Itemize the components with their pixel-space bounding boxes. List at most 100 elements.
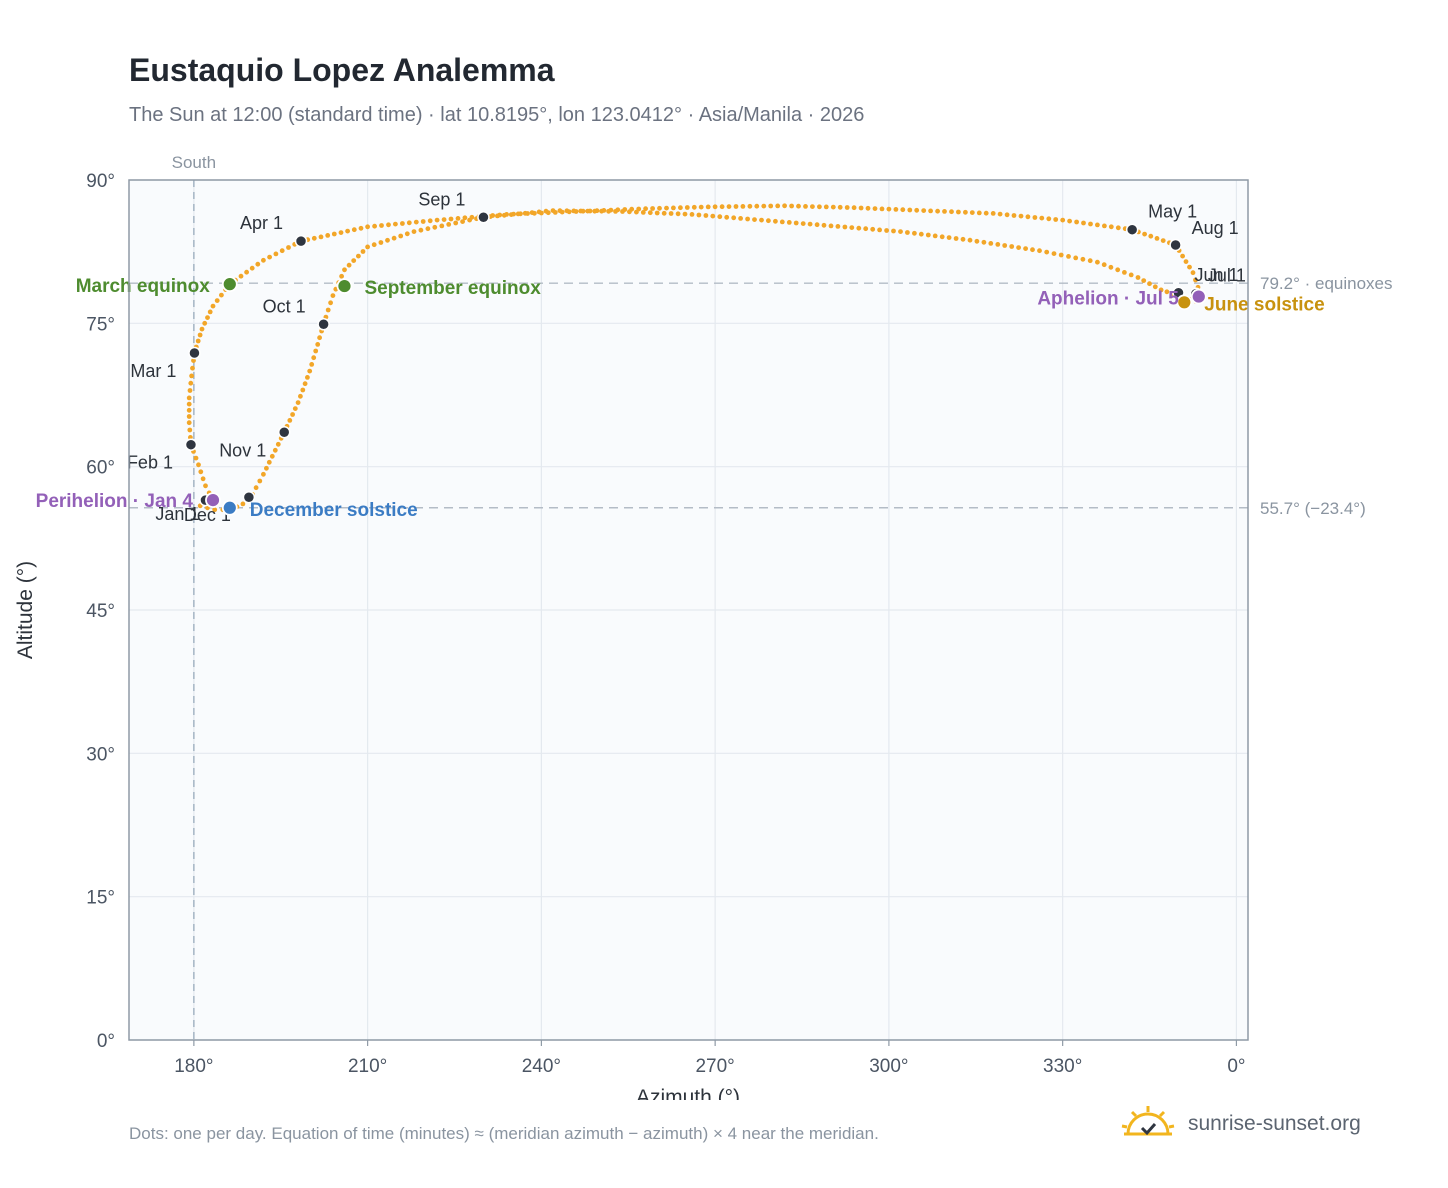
daily-dot xyxy=(640,210,646,215)
reference-lines: South 79.2° · equinoxes 55.7° (−23.4°) xyxy=(129,153,1393,1040)
daily-dot xyxy=(995,242,1001,247)
daily-dot xyxy=(1148,233,1154,239)
daily-dot xyxy=(877,227,882,233)
daily-dot xyxy=(264,465,269,471)
daily-dot xyxy=(360,249,366,254)
daily-dot xyxy=(345,228,350,234)
daily-dot xyxy=(1074,219,1079,225)
daily-dot xyxy=(189,373,195,379)
event-marker xyxy=(205,492,221,509)
daily-dot xyxy=(298,393,303,399)
daily-dot xyxy=(606,208,611,214)
daily-dot xyxy=(654,210,660,216)
daily-dot xyxy=(956,209,961,215)
event-markers: March equinox September equinox December s… xyxy=(36,276,1325,521)
daily-dot xyxy=(441,217,447,223)
daily-dot xyxy=(186,407,192,413)
month-marker xyxy=(242,490,256,504)
daily-dot xyxy=(773,218,778,224)
reference-line-label: 55.7° (−23.4°) xyxy=(1260,499,1366,518)
daily-dot xyxy=(318,234,324,240)
daily-dot xyxy=(339,273,344,279)
daily-dot xyxy=(564,208,570,214)
y-tick-label: 30° xyxy=(86,744,115,765)
daily-dot xyxy=(286,245,291,250)
daily-dot xyxy=(186,401,192,407)
daily-dot xyxy=(378,240,384,245)
daily-dot xyxy=(1046,216,1052,222)
daily-dot xyxy=(186,414,192,419)
daily-dot xyxy=(682,211,688,217)
brand-name: sunrise-sunset.org xyxy=(1188,1112,1361,1135)
month-marker xyxy=(294,234,308,248)
daily-dot xyxy=(1183,259,1189,264)
daily-dot xyxy=(703,213,709,218)
daily-dot xyxy=(724,214,730,220)
y-tick-label: 75° xyxy=(86,314,115,335)
daily-dot xyxy=(800,221,806,227)
daily-dot xyxy=(203,483,208,489)
daily-dot xyxy=(786,220,792,225)
daily-dot xyxy=(267,254,272,260)
daily-dot xyxy=(411,229,417,235)
x-tick-label: 0° xyxy=(1227,1056,1245,1077)
daily-dot xyxy=(398,233,404,239)
daily-dot xyxy=(257,478,263,484)
daily-dot xyxy=(365,224,370,230)
daily-dot xyxy=(508,212,514,218)
month-marker xyxy=(477,211,490,224)
page-title: Eustaquio Lopez Analemma xyxy=(129,52,555,88)
daily-dot xyxy=(719,204,725,210)
daily-dot xyxy=(186,395,192,401)
daily-dot xyxy=(844,205,850,210)
month-marker xyxy=(1169,238,1182,252)
event-marker xyxy=(221,499,238,516)
month-marker-label: Dec 1 xyxy=(184,505,231,525)
daily-dot xyxy=(928,208,933,214)
daily-dot xyxy=(205,315,210,320)
daily-dot xyxy=(295,400,301,405)
daily-dot xyxy=(634,209,639,215)
daily-dot xyxy=(1128,272,1134,278)
event-label: Perihelion · Jan 4 xyxy=(36,491,194,512)
daily-dot xyxy=(747,203,753,209)
daily-dot xyxy=(1108,224,1114,230)
y-tick-label: 0° xyxy=(97,1031,115,1052)
daily-dot xyxy=(1080,256,1086,262)
daily-dot xyxy=(963,209,968,215)
daily-dot xyxy=(1095,259,1100,265)
daily-dot xyxy=(650,206,655,211)
daily-dot xyxy=(675,211,681,217)
daily-dot xyxy=(432,224,438,230)
daily-dot xyxy=(413,219,419,225)
daily-dot xyxy=(942,209,947,214)
daily-dot xyxy=(529,210,535,216)
daily-dot xyxy=(969,210,975,216)
daily-dot xyxy=(311,235,317,241)
daily-dot xyxy=(768,203,774,209)
daily-dot xyxy=(1073,255,1079,261)
month-marker-label: Oct 1 xyxy=(263,296,306,316)
plot-frame xyxy=(128,179,1249,1041)
daily-dot xyxy=(821,222,827,228)
daily-dot xyxy=(1066,254,1071,259)
brand[interactable]: sunrise-sunset.org xyxy=(1120,1104,1361,1144)
daily-dot xyxy=(522,210,528,216)
daily-dot xyxy=(330,293,336,298)
daily-dot xyxy=(705,204,711,210)
daily-dot xyxy=(592,208,598,214)
daily-dot xyxy=(849,225,855,231)
daily-dot xyxy=(455,216,461,221)
daily-dot xyxy=(197,332,203,338)
daily-dot xyxy=(328,300,333,306)
daily-dot xyxy=(976,210,982,216)
daily-dot xyxy=(870,226,876,232)
month-marker xyxy=(317,318,330,331)
daily-dot xyxy=(187,388,193,393)
daily-dot xyxy=(698,204,704,210)
daily-dot xyxy=(837,204,843,210)
daily-dot xyxy=(1009,244,1015,249)
daily-dot xyxy=(1018,213,1024,219)
event-label: December solstice xyxy=(250,500,418,521)
event-marker xyxy=(221,276,238,293)
